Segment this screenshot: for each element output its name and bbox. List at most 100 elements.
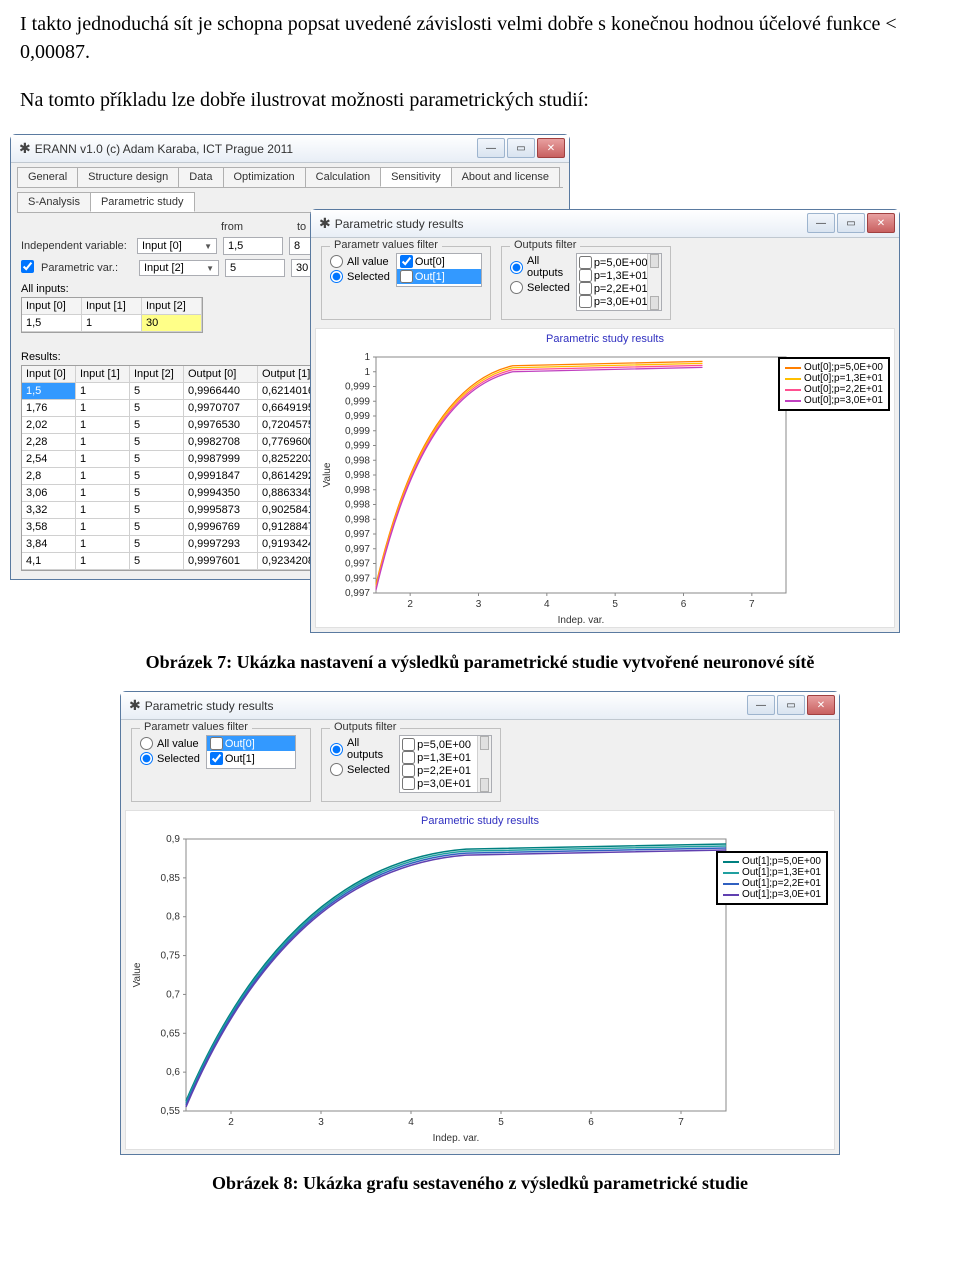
app-icon: ✱ — [319, 215, 331, 232]
indep-var-label: Independent variable: — [21, 240, 131, 252]
results-cell: 5 — [130, 400, 184, 417]
out0-checkbox[interactable] — [400, 255, 413, 268]
p-option-label: p=1,3E+01 — [417, 752, 471, 764]
svg-text:0,999: 0,999 — [345, 441, 370, 452]
p-option-checkbox[interactable] — [579, 269, 592, 282]
inputs-cell[interactable]: 1 — [82, 315, 142, 332]
results-cell: 5 — [130, 383, 184, 400]
selected-outputs-radio[interactable] — [510, 281, 523, 294]
svg-text:0,999: 0,999 — [345, 411, 370, 422]
tab-data[interactable]: Data — [178, 167, 223, 187]
close-button[interactable]: ✕ — [807, 695, 835, 715]
tab-sensitivity[interactable]: Sensitivity — [380, 167, 452, 187]
minimize-button[interactable]: — — [477, 138, 505, 158]
results-col-header: Output [0] — [184, 366, 258, 383]
inputs-cell[interactable]: 30 — [142, 315, 202, 332]
close-button[interactable]: ✕ — [867, 213, 895, 233]
caption-7: Obrázek 7: Ukázka nastavení a výsledků p… — [0, 652, 960, 673]
results-cell: 0,8614292 — [258, 468, 312, 485]
tab-general[interactable]: General — [17, 167, 78, 187]
param-from-input[interactable] — [225, 259, 285, 277]
p-option-checkbox[interactable] — [402, 738, 415, 751]
titlebar[interactable]: ✱ ERANN v1.0 (c) Adam Karaba, ICT Prague… — [11, 135, 569, 163]
inputs-cell[interactable]: 1,5 — [22, 315, 82, 332]
scrollbar[interactable] — [477, 736, 491, 792]
output-listbox-2[interactable]: Out[0] Out[1] — [206, 735, 296, 769]
results-cell: 0,9996769 — [184, 519, 258, 536]
results-cell: 0,9193424 — [258, 536, 312, 553]
p-option-checkbox[interactable] — [402, 777, 415, 790]
minimize-button[interactable]: — — [747, 695, 775, 715]
all-outputs-radio[interactable] — [510, 261, 523, 274]
svg-text:0,997: 0,997 — [345, 544, 370, 555]
param-var-dropdown[interactable]: Input [2]▼ — [139, 260, 219, 276]
legend-swatch — [723, 894, 739, 896]
from-header: from — [221, 221, 291, 233]
indep-from-input[interactable] — [223, 237, 283, 255]
results-cell: 5 — [130, 553, 184, 570]
results-cell: 5 — [130, 451, 184, 468]
results-titlebar[interactable]: ✱ Parametric study results — ▭ ✕ — [311, 210, 899, 238]
maximize-button[interactable]: ▭ — [777, 695, 805, 715]
tab-about-and-license[interactable]: About and license — [451, 167, 560, 187]
svg-text:Indep. var.: Indep. var. — [558, 615, 605, 626]
chart2-legend: Out[1];p=5,0E+00Out[1];p=1,3E+01Out[1];p… — [716, 851, 828, 905]
results-cell: 2,8 — [22, 468, 76, 485]
results-cell: 1 — [76, 383, 130, 400]
out0-checkbox-2[interactable] — [210, 737, 223, 750]
chevron-down-icon: ▼ — [204, 242, 212, 251]
tab-structure-design[interactable]: Structure design — [77, 167, 179, 187]
p-option-checkbox[interactable] — [579, 256, 592, 269]
results-cell: 0,6649195 — [258, 400, 312, 417]
legend-label: Out[0];p=2,2E+01 — [804, 384, 883, 395]
p-options-list[interactable]: p=5,0E+00p=1,3E+01p=2,2E+01p=3,0E+01 — [576, 253, 662, 311]
p-option-checkbox[interactable] — [579, 295, 592, 308]
all-outputs-radio-2[interactable] — [330, 743, 343, 756]
selected-radio-2[interactable] — [140, 752, 153, 765]
results-titlebar-2[interactable]: ✱ Parametric study results — ▭ ✕ — [121, 692, 839, 720]
out1-checkbox[interactable] — [400, 270, 413, 283]
svg-text:0,6: 0,6 — [166, 1067, 180, 1078]
paragraph-1: I takto jednoduchá sít je schopna popsat… — [0, 0, 960, 76]
filter2-legend: Outputs filter — [510, 239, 580, 251]
subtab-s-analysis[interactable]: S-Analysis — [17, 192, 91, 212]
legend-swatch — [785, 378, 801, 380]
output-listbox-1[interactable]: Out[0] Out[1] — [396, 253, 482, 287]
results-cell: 0,9025841 — [258, 502, 312, 519]
p-option-checkbox[interactable] — [579, 282, 592, 295]
results-cell: 0,6214016 — [258, 383, 312, 400]
results-cell: 0,9970707 — [184, 400, 258, 417]
param-var-checkbox[interactable] — [21, 260, 34, 273]
results-window-1: ✱ Parametric study results — ▭ ✕ Paramet… — [310, 209, 900, 633]
legend-swatch — [723, 872, 739, 874]
svg-text:0,998: 0,998 — [345, 514, 370, 525]
results-table: Input [0]Input [1]Input [2]Output [0]Out… — [21, 365, 313, 571]
all-value-radio-2[interactable] — [140, 737, 153, 750]
indep-var-dropdown[interactable]: Input [0]▼ — [137, 238, 217, 254]
minimize-button[interactable]: — — [807, 213, 835, 233]
maximize-button[interactable]: ▭ — [837, 213, 865, 233]
svg-text:1: 1 — [364, 367, 370, 378]
app-icon: ✱ — [129, 697, 141, 714]
svg-text:3: 3 — [318, 1117, 324, 1128]
all-value-radio[interactable] — [330, 255, 343, 268]
p-options-list-2[interactable]: p=5,0E+00p=1,3E+01p=2,2E+01p=3,0E+01 — [399, 735, 492, 793]
selected-radio[interactable] — [330, 270, 343, 283]
results-cell: 5 — [130, 519, 184, 536]
tab-calculation[interactable]: Calculation — [305, 167, 381, 187]
subtab-parametric-study[interactable]: Parametric study — [90, 192, 195, 212]
p-option-checkbox[interactable] — [402, 764, 415, 777]
p-option-checkbox[interactable] — [402, 751, 415, 764]
svg-text:0,997: 0,997 — [345, 588, 370, 599]
scrollbar[interactable] — [647, 254, 661, 310]
svg-text:2: 2 — [228, 1117, 234, 1128]
legend-label: Out[0];p=3,0E+01 — [804, 395, 883, 406]
out1-checkbox-2[interactable] — [210, 752, 223, 765]
close-button[interactable]: ✕ — [537, 138, 565, 158]
maximize-button[interactable]: ▭ — [507, 138, 535, 158]
results-cell: 3,84 — [22, 536, 76, 553]
results-window-2: ✱ Parametric study results — ▭ ✕ Paramet… — [120, 691, 840, 1155]
selected-outputs-radio-2[interactable] — [330, 763, 343, 776]
tab-optimization[interactable]: Optimization — [223, 167, 306, 187]
svg-text:0,75: 0,75 — [161, 951, 181, 962]
